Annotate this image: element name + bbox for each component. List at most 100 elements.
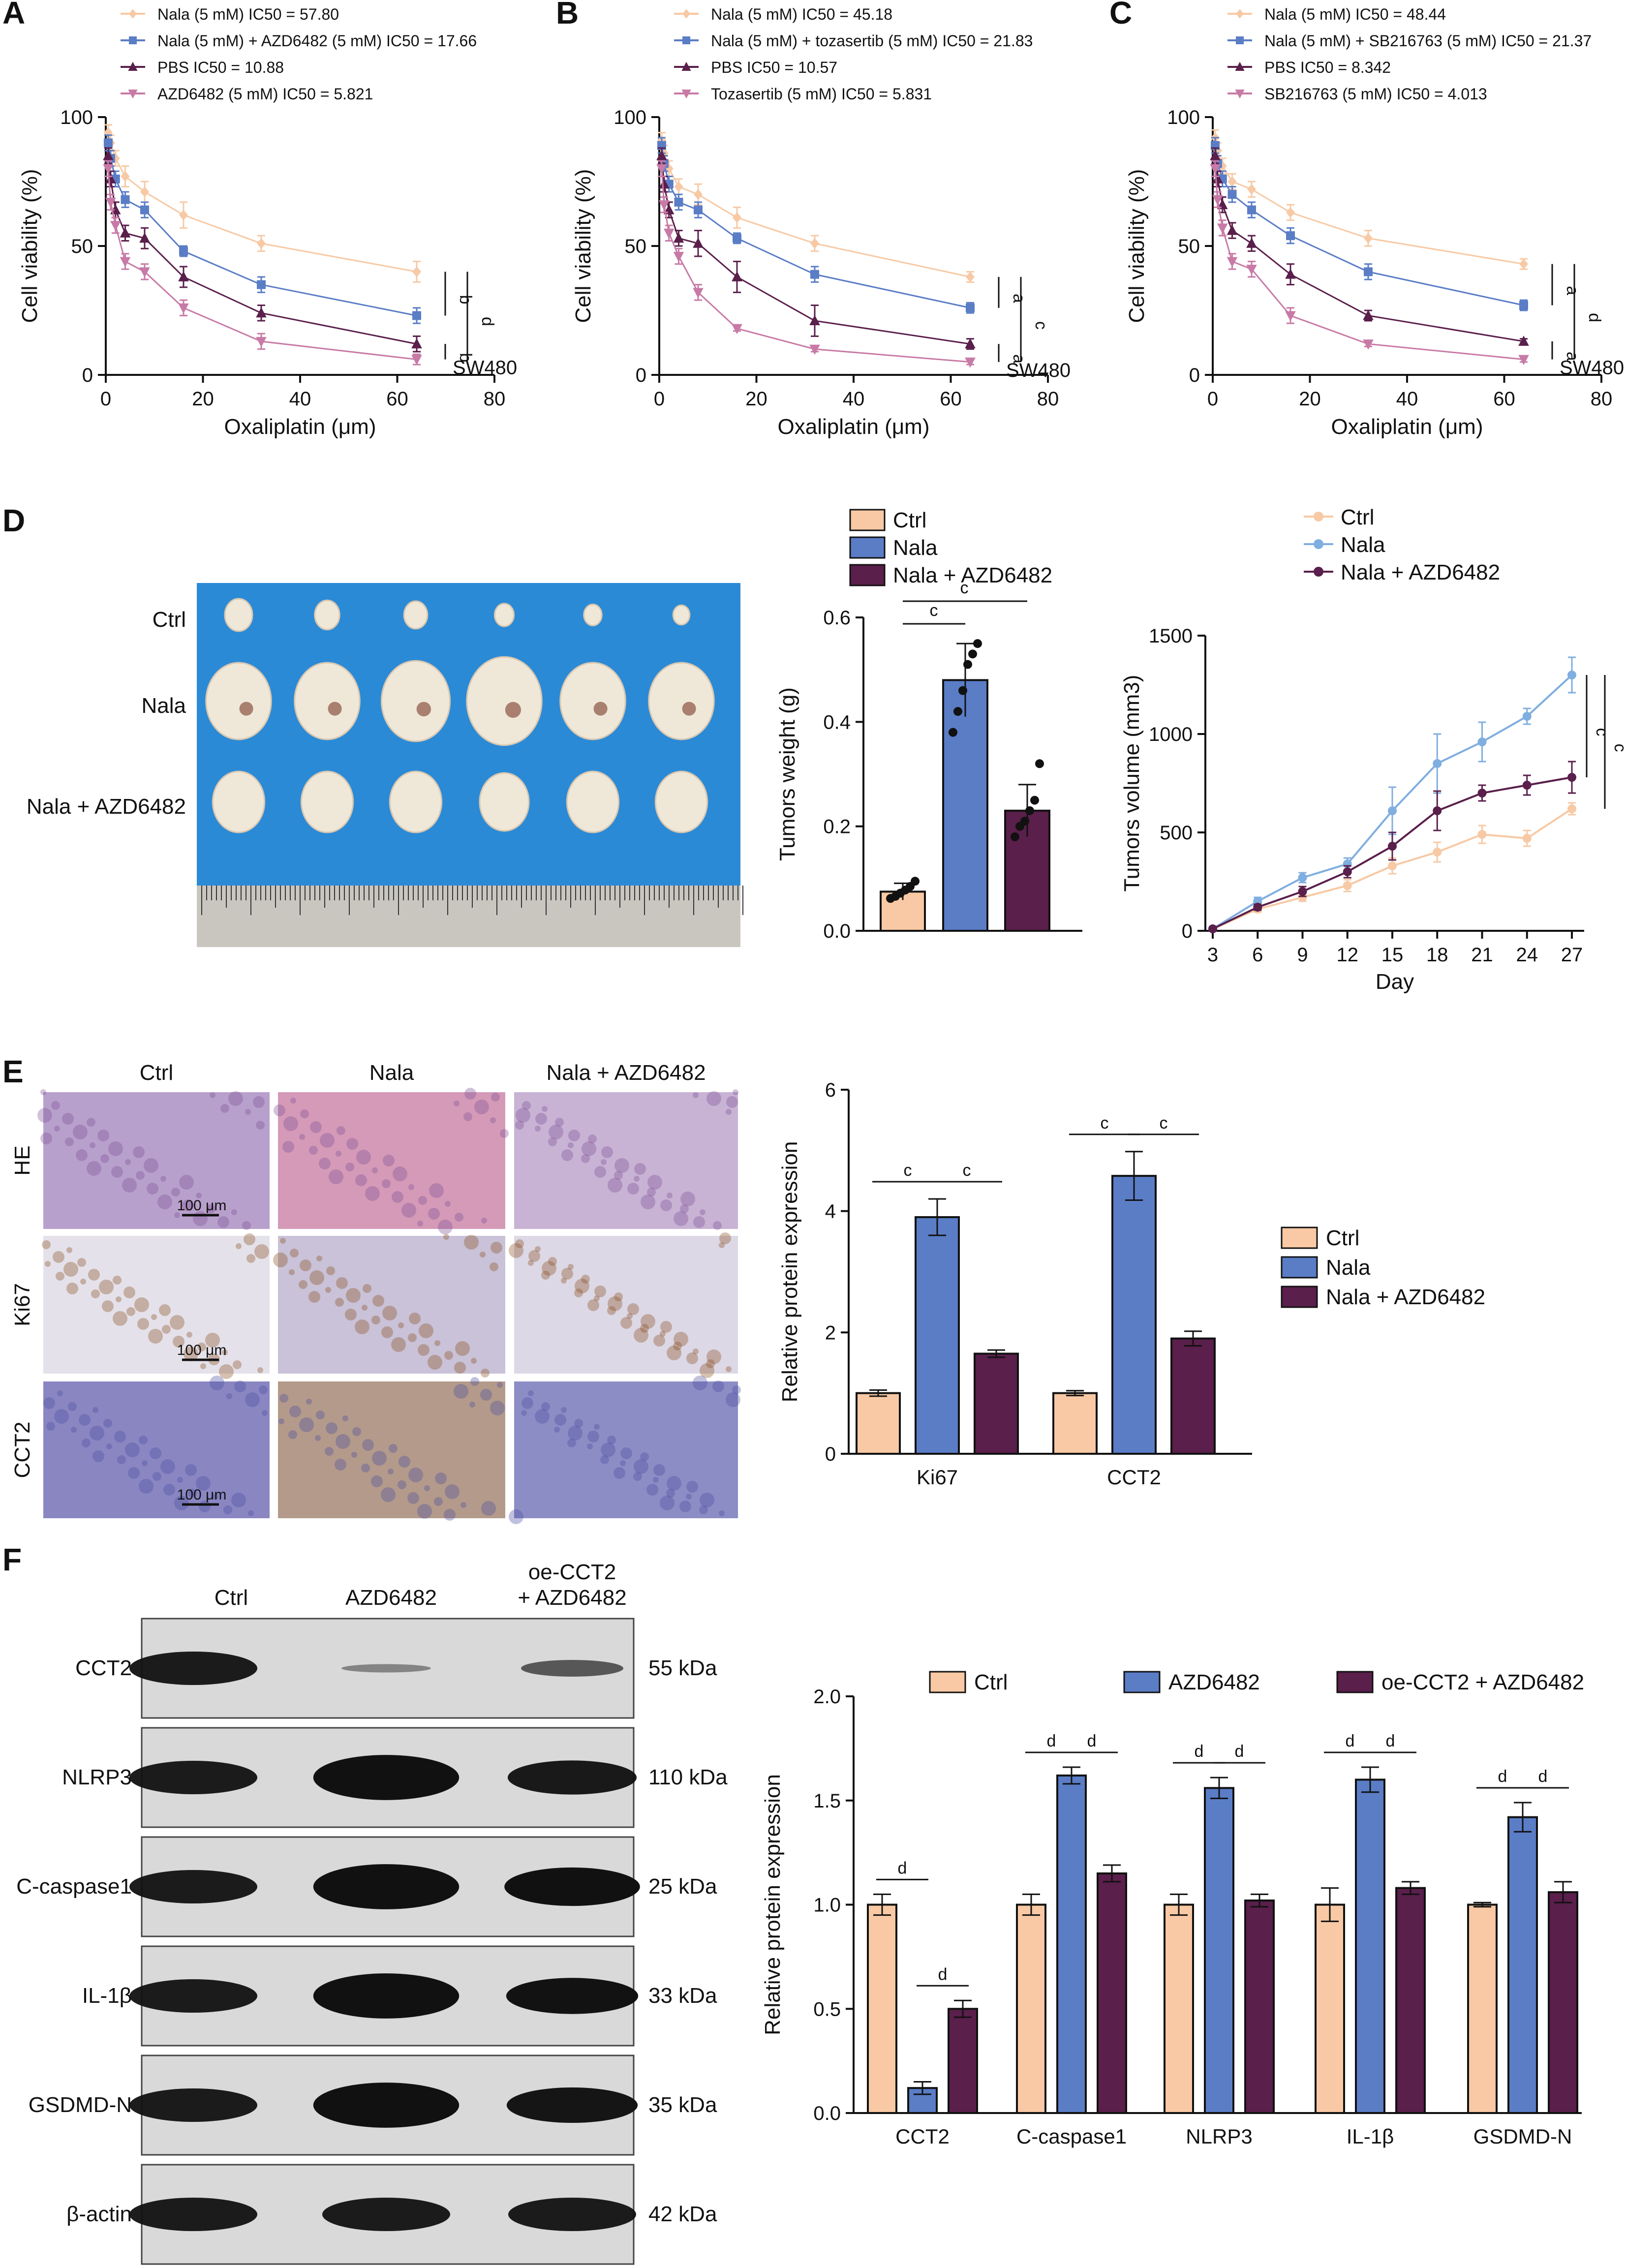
histology-texture [713, 1221, 722, 1230]
legend-label: Tozasertib (5 mM) IC50 = 5.831 [711, 85, 932, 103]
histology-texture [299, 1134, 305, 1140]
histology-texture [42, 1240, 51, 1249]
legend-marker [129, 36, 137, 44]
data-point [1210, 150, 1221, 160]
blot-row-label: C-caspase1 [16, 1874, 132, 1899]
histology-texture [242, 1221, 251, 1230]
histology-texture [706, 1359, 715, 1368]
histology-texture [217, 1216, 229, 1228]
histology-column-label: Ctrl [140, 1061, 173, 1085]
histology-texture [554, 1427, 560, 1433]
histology-texture [647, 1175, 662, 1190]
legend-label: PBS IC50 = 10.57 [711, 59, 837, 76]
data-point [1298, 873, 1307, 882]
y-tick-label: 0.6 [823, 607, 851, 629]
histology-texture [541, 1271, 550, 1280]
histology-texture [660, 1331, 666, 1337]
histology-texture [207, 1204, 215, 1213]
histology-texture [325, 1447, 334, 1456]
histology-texture [481, 1218, 487, 1224]
data-point [1212, 173, 1223, 184]
tumor [479, 772, 530, 832]
histology-texture [674, 1332, 688, 1347]
histology-texture [245, 1392, 260, 1407]
histology-texture [362, 1439, 374, 1451]
histology-texture [646, 1484, 658, 1496]
data-point [1364, 267, 1373, 276]
bar [1467, 1903, 1498, 2114]
x-tick-label: 18 [1426, 944, 1448, 966]
histology-texture [509, 1243, 523, 1258]
histology-texture [363, 1284, 371, 1293]
histology-texture [253, 1096, 265, 1108]
histology-texture [634, 1176, 640, 1182]
histology-texture [233, 1360, 242, 1369]
blot-band [504, 1867, 640, 1906]
histology-texture [398, 1322, 404, 1328]
series-line [661, 145, 971, 309]
histology-texture [434, 1340, 440, 1346]
histology-texture [428, 1208, 440, 1220]
histology-texture [371, 1475, 383, 1487]
histology-texture [408, 1184, 414, 1190]
histology-texture [535, 1409, 550, 1424]
histology-texture [381, 1487, 396, 1502]
histology-texture [351, 1452, 357, 1458]
histology-texture [614, 1171, 623, 1180]
histology-texture [196, 1193, 202, 1198]
histology-texture [699, 1505, 708, 1514]
histology-texture [160, 1459, 175, 1474]
histology-texture [56, 1272, 64, 1281]
histology-texture [522, 1101, 531, 1110]
data-point [1035, 759, 1044, 768]
histology-texture [200, 1363, 206, 1369]
tumor-spot [505, 702, 522, 718]
blot-size-label: 35 kDa [648, 2093, 717, 2117]
histology-texture [581, 1275, 590, 1284]
histology-texture [171, 1188, 180, 1196]
histology-texture [497, 1382, 503, 1388]
histology-texture [87, 1161, 101, 1176]
data-point [1519, 258, 1528, 270]
histology-texture [627, 1183, 639, 1195]
cell-line-label: SW480 [1560, 357, 1624, 379]
histology-texture [634, 1459, 648, 1474]
y-axis-label: Relative protein expression [761, 1774, 785, 2035]
histology-texture [516, 1108, 530, 1123]
blot-size-label: 42 kDa [648, 2202, 717, 2226]
histology-texture [653, 1464, 665, 1476]
data-point [732, 324, 742, 335]
histology-texture [491, 1093, 500, 1102]
tumor-photo [197, 583, 743, 947]
histology-texture [274, 1104, 285, 1116]
histology-texture [601, 1442, 615, 1457]
histology-texture [335, 1459, 346, 1471]
series-line [1214, 168, 1524, 361]
data-point [1246, 265, 1257, 275]
histology-texture [435, 1472, 447, 1484]
histology-texture [185, 1464, 197, 1476]
scale-bar-label: 100 μm [177, 1342, 227, 1358]
histology-texture [575, 1279, 589, 1293]
histology-texture [607, 1436, 616, 1444]
blot-band [129, 1870, 257, 1903]
histology-texture [329, 1169, 343, 1184]
histology-texture [548, 1257, 557, 1266]
histology-texture [693, 1349, 699, 1354]
histology-texture [196, 1476, 211, 1491]
chart-tumor-volume: Ctrl Nala Nala + AZD6482 0 500 1000 1500 3 6 9 12 1… [1120, 505, 1626, 994]
histology-texture [65, 1137, 74, 1146]
histology-texture [640, 1452, 649, 1461]
histology-texture [541, 1402, 550, 1411]
data-point [1020, 817, 1029, 826]
legend-label: oe-CCT2 + AZD6482 [1381, 1670, 1584, 1694]
data-point [120, 227, 131, 238]
tumor [205, 662, 272, 740]
chart-C: Nala (5 mM) IC50 = 48.44 Nala (5 mM) + SB… [1125, 5, 1624, 439]
data-point [1518, 355, 1529, 366]
histology-texture [600, 1455, 609, 1464]
x-tick-label: 15 [1381, 944, 1404, 966]
histology-texture [43, 1397, 55, 1409]
histology-texture [634, 1328, 648, 1343]
